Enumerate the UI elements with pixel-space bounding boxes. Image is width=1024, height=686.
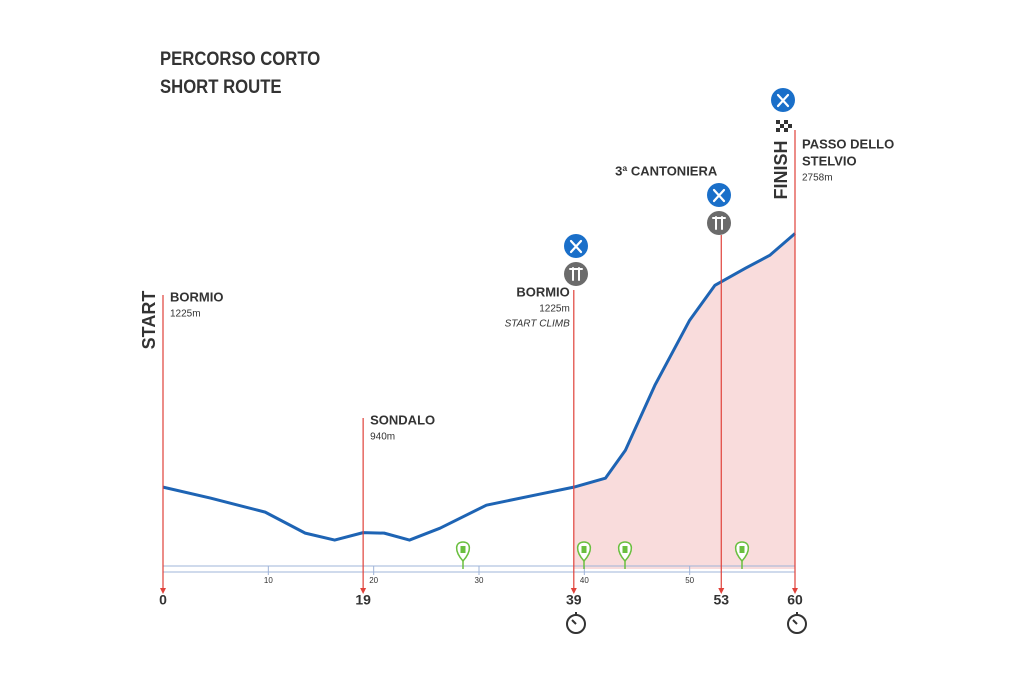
x-tick-label: 20 xyxy=(369,576,378,585)
timer-icon-glyph xyxy=(792,612,798,625)
waypoint-arrow xyxy=(360,588,367,594)
x-tick-label: 50 xyxy=(685,576,694,585)
waypoint-arrow xyxy=(160,588,166,594)
waypoint-name: BORMIO xyxy=(516,284,569,299)
chart-title: PERCORSO CORTO xyxy=(160,48,320,69)
finish-flag xyxy=(776,128,780,132)
finish-flag xyxy=(780,124,784,128)
waypoint-elevation: 2758m xyxy=(802,173,833,184)
mechanic-icon xyxy=(564,262,588,286)
water-icon-glyph xyxy=(460,546,466,553)
water-icon-glyph xyxy=(581,546,587,553)
finish-flag xyxy=(784,128,788,132)
waypoint-elevation: 1225m xyxy=(539,304,570,315)
waypoint-arrow xyxy=(718,588,725,594)
climb-fill xyxy=(573,233,795,569)
km-label: 60 xyxy=(787,592,803,608)
finish-flag xyxy=(788,124,792,128)
waypoint-tag: FINISH xyxy=(771,140,791,199)
x-tick-label: 10 xyxy=(264,576,273,585)
km-label: 53 xyxy=(713,592,729,608)
food-icon-glyph xyxy=(569,239,583,254)
km-label: 39 xyxy=(566,592,582,608)
waypoint-name: SONDALO xyxy=(370,412,435,427)
food-icon-glyph xyxy=(776,93,790,108)
km-label: 19 xyxy=(355,592,371,608)
timer-icon-glyph xyxy=(571,612,577,625)
waypoint-elevation: 940m xyxy=(370,432,395,443)
waypoint-name: 3ª CANTONIERA xyxy=(615,163,718,178)
water-icon-glyph xyxy=(622,546,628,553)
mechanic-icon xyxy=(707,211,731,235)
finish-flag xyxy=(776,120,780,124)
waypoint-name: PASSO DELLO xyxy=(802,136,894,151)
x-tick-label: 40 xyxy=(580,576,589,585)
x-tick-label: 30 xyxy=(475,576,484,585)
km-label: 0 xyxy=(159,592,167,608)
finish-flag xyxy=(784,120,788,124)
waypoint-arrow xyxy=(570,588,577,594)
waypoint-tag: START xyxy=(139,291,159,350)
water-icon-glyph xyxy=(739,546,745,553)
waypoint-arrow xyxy=(792,588,798,594)
mechanic-icon-glyph xyxy=(712,216,726,230)
food-icon-glyph xyxy=(712,188,726,203)
waypoint-name: BORMIO xyxy=(170,289,223,304)
chart-title: SHORT ROUTE xyxy=(160,76,282,97)
mechanic-icon-glyph xyxy=(569,267,583,281)
waypoint-elevation: 1225m xyxy=(170,309,201,320)
waypoint-name: STELVIO xyxy=(802,153,857,168)
elevation-line xyxy=(162,232,796,542)
waypoint-note: START CLIMB xyxy=(505,319,571,330)
